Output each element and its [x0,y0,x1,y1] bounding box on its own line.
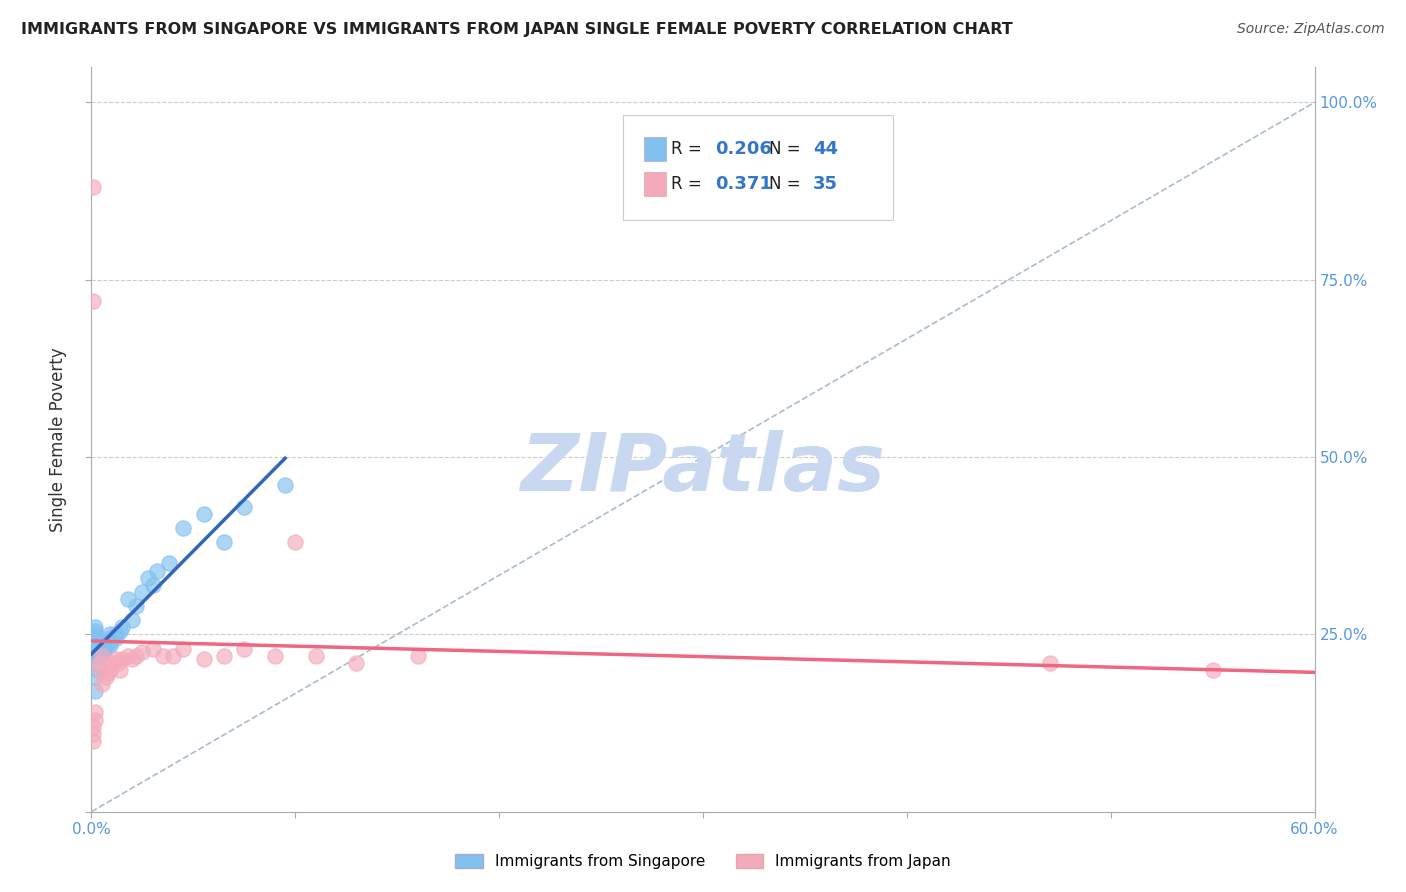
Point [84,634,107,648]
Point [98,627,121,641]
Text: ZIPatlas: ZIPatlas [520,430,886,508]
Point [125,599,148,613]
Point [84,631,107,645]
Point [84,713,107,727]
Point [346,656,368,670]
Point [111,620,134,634]
Point [90,634,112,648]
Point [284,535,307,549]
Point [86,634,108,648]
Point [1202,663,1225,677]
Point [84,641,107,656]
Text: N =: N = [769,140,806,158]
Point [90,648,112,663]
Point [162,648,184,663]
Text: 35: 35 [813,175,838,193]
Point [82,727,104,741]
Point [82,720,104,734]
Bar [644,136,666,161]
Legend: Immigrants from Singapore, Immigrants from Japan: Immigrants from Singapore, Immigrants fr… [449,847,957,875]
Point [84,624,107,638]
Point [131,645,153,659]
Point [93,645,115,659]
Text: 44: 44 [813,140,838,158]
Point [89,663,111,677]
Point [145,564,167,578]
Point [108,624,131,638]
Point [86,641,108,656]
Point [193,507,215,521]
Point [86,638,108,652]
Point [89,656,111,670]
Point [86,631,108,645]
Point [233,641,256,656]
Point [107,656,129,670]
Point [98,638,121,652]
Point [86,648,108,663]
Point [157,557,180,571]
Point [104,652,127,666]
Text: N =: N = [769,175,806,193]
Point [172,521,194,535]
Text: IMMIGRANTS FROM SINGAPORE VS IMMIGRANTS FROM JAPAN SINGLE FEMALE POVERTY CORRELA: IMMIGRANTS FROM SINGAPORE VS IMMIGRANTS … [21,22,1012,37]
Point [98,631,121,645]
Point [84,684,107,698]
Point [86,645,108,659]
Point [82,293,104,308]
Point [101,656,124,670]
Point [172,641,194,656]
Point [90,641,112,656]
Point [274,478,297,492]
Point [111,652,134,666]
Point [104,631,127,645]
Point [98,663,121,677]
Point [84,620,107,634]
Point [193,652,215,666]
Point [212,535,235,549]
Point [125,648,148,663]
Point [141,641,163,656]
Text: R =: R = [671,175,707,193]
Text: Source: ZipAtlas.com: Source: ZipAtlas.com [1237,22,1385,37]
Point [212,648,235,663]
Point [84,627,107,641]
Point [121,652,143,666]
Point [84,648,107,663]
Point [117,648,139,663]
Point [90,677,112,691]
Point [97,638,120,652]
Point [97,666,120,681]
Point [406,648,429,663]
Point [98,634,121,648]
Point [108,663,131,677]
Text: R =: R = [671,140,707,158]
Point [131,584,153,599]
Bar [644,172,666,195]
Point [138,571,160,585]
Text: 0.206: 0.206 [716,140,772,158]
Point [233,500,256,514]
Point [104,627,127,641]
Point [94,670,117,684]
Point [304,648,326,663]
Text: 0.371: 0.371 [716,175,772,193]
Point [1038,656,1062,670]
Y-axis label: Single Female Poverty: Single Female Poverty [49,347,67,532]
Point [117,591,139,606]
Point [84,706,107,720]
Point [84,670,107,684]
Point [152,648,174,663]
FancyBboxPatch shape [623,115,893,219]
Point [93,641,115,656]
Point [264,648,287,663]
Point [121,613,143,627]
Point [97,634,120,648]
Point [82,733,104,747]
Point [86,663,108,677]
Point [90,638,112,652]
Point [141,578,163,592]
Point [82,180,104,194]
